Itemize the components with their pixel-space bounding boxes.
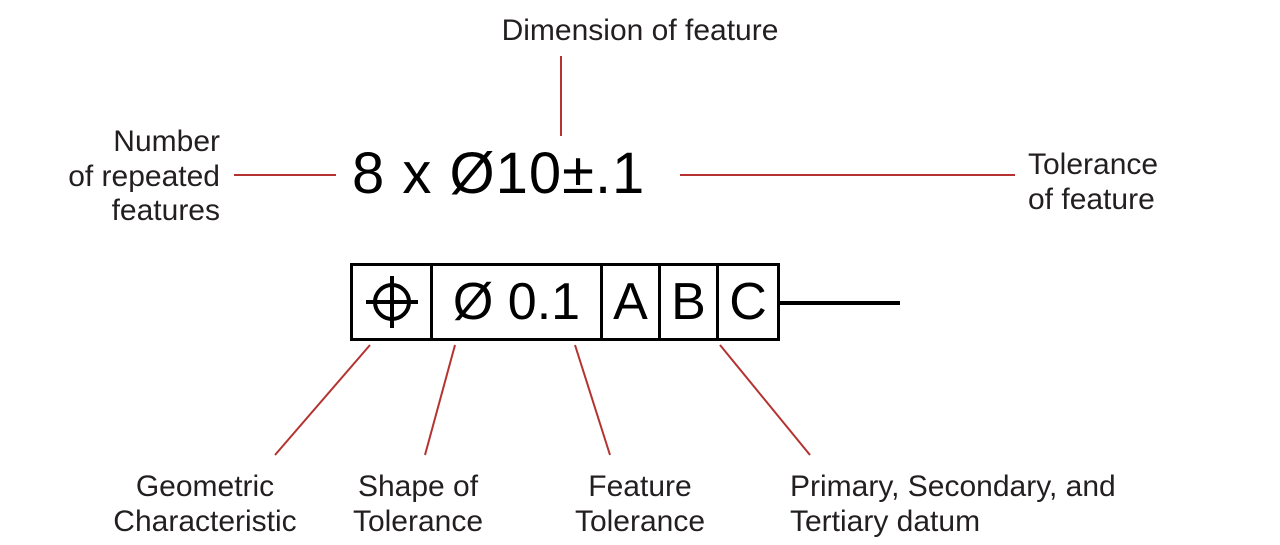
label-feature-tolerance: Feature Tolerance	[540, 470, 740, 539]
fcf-cell-tolerance-text: Ø 0.1	[453, 272, 580, 332]
dimension-spec: 8 x Ø10±.1	[352, 140, 645, 207]
label-datum-l1: Primary, Secondary, and	[790, 470, 1170, 505]
label-ftol-l2: Tolerance	[540, 505, 740, 540]
label-datum-l2: Tertiary datum	[790, 505, 1170, 540]
fcf-cell-symbol	[353, 266, 433, 338]
label-repeated-l3: features	[68, 194, 220, 229]
dimension-spec-text: 8 x Ø10±.1	[352, 141, 645, 206]
position-symbol-icon	[364, 274, 420, 330]
label-ftol-l1: Feature	[540, 470, 740, 505]
leader-fcf-out	[780, 301, 900, 305]
label-geometric-characteristic: Geometric Characteristic	[95, 470, 315, 539]
leader-b1	[275, 345, 370, 455]
label-shape-l1: Shape of	[313, 470, 523, 505]
fcf-cell-datum-a-text: A	[613, 272, 648, 332]
label-repeated-l2: of repeated	[68, 160, 220, 195]
label-tol-feat-l2: of feature	[1028, 183, 1158, 218]
leader-b2	[425, 345, 455, 455]
fcf-cell-datum-b-text: B	[671, 272, 706, 332]
fcf-cell-datum-c-text: C	[729, 272, 767, 332]
fcf-cell-tolerance: Ø 0.1	[433, 266, 603, 338]
leader-b3	[575, 345, 610, 455]
leader-b4	[720, 345, 810, 455]
diagram-stage: Dimension of feature Number of repeated …	[0, 0, 1280, 545]
label-dimension-of-feature-text: Dimension of feature	[502, 14, 779, 47]
label-tol-feat-l1: Tolerance	[1028, 148, 1158, 183]
label-dimension-of-feature: Dimension of feature	[0, 14, 1280, 49]
label-geo-l1: Geometric	[95, 470, 315, 505]
leader-top	[560, 56, 562, 136]
label-shape-l2: Tolerance	[313, 505, 523, 540]
label-geo-l2: Characteristic	[95, 505, 315, 540]
label-shape-of-tolerance: Shape of Tolerance	[313, 470, 523, 539]
feature-control-frame: Ø 0.1 A B C	[350, 263, 780, 341]
leader-left	[234, 174, 336, 176]
label-repeated-features: Number of repeated features	[68, 125, 220, 229]
fcf-cell-datum-c: C	[719, 266, 777, 338]
fcf-cell-datum-a: A	[603, 266, 661, 338]
leader-right	[680, 174, 1015, 176]
label-tolerance-of-feature: Tolerance of feature	[1028, 148, 1158, 217]
fcf-cell-datum-b: B	[661, 266, 719, 338]
label-repeated-l1: Number	[68, 125, 220, 160]
label-datums: Primary, Secondary, and Tertiary datum	[790, 470, 1170, 539]
